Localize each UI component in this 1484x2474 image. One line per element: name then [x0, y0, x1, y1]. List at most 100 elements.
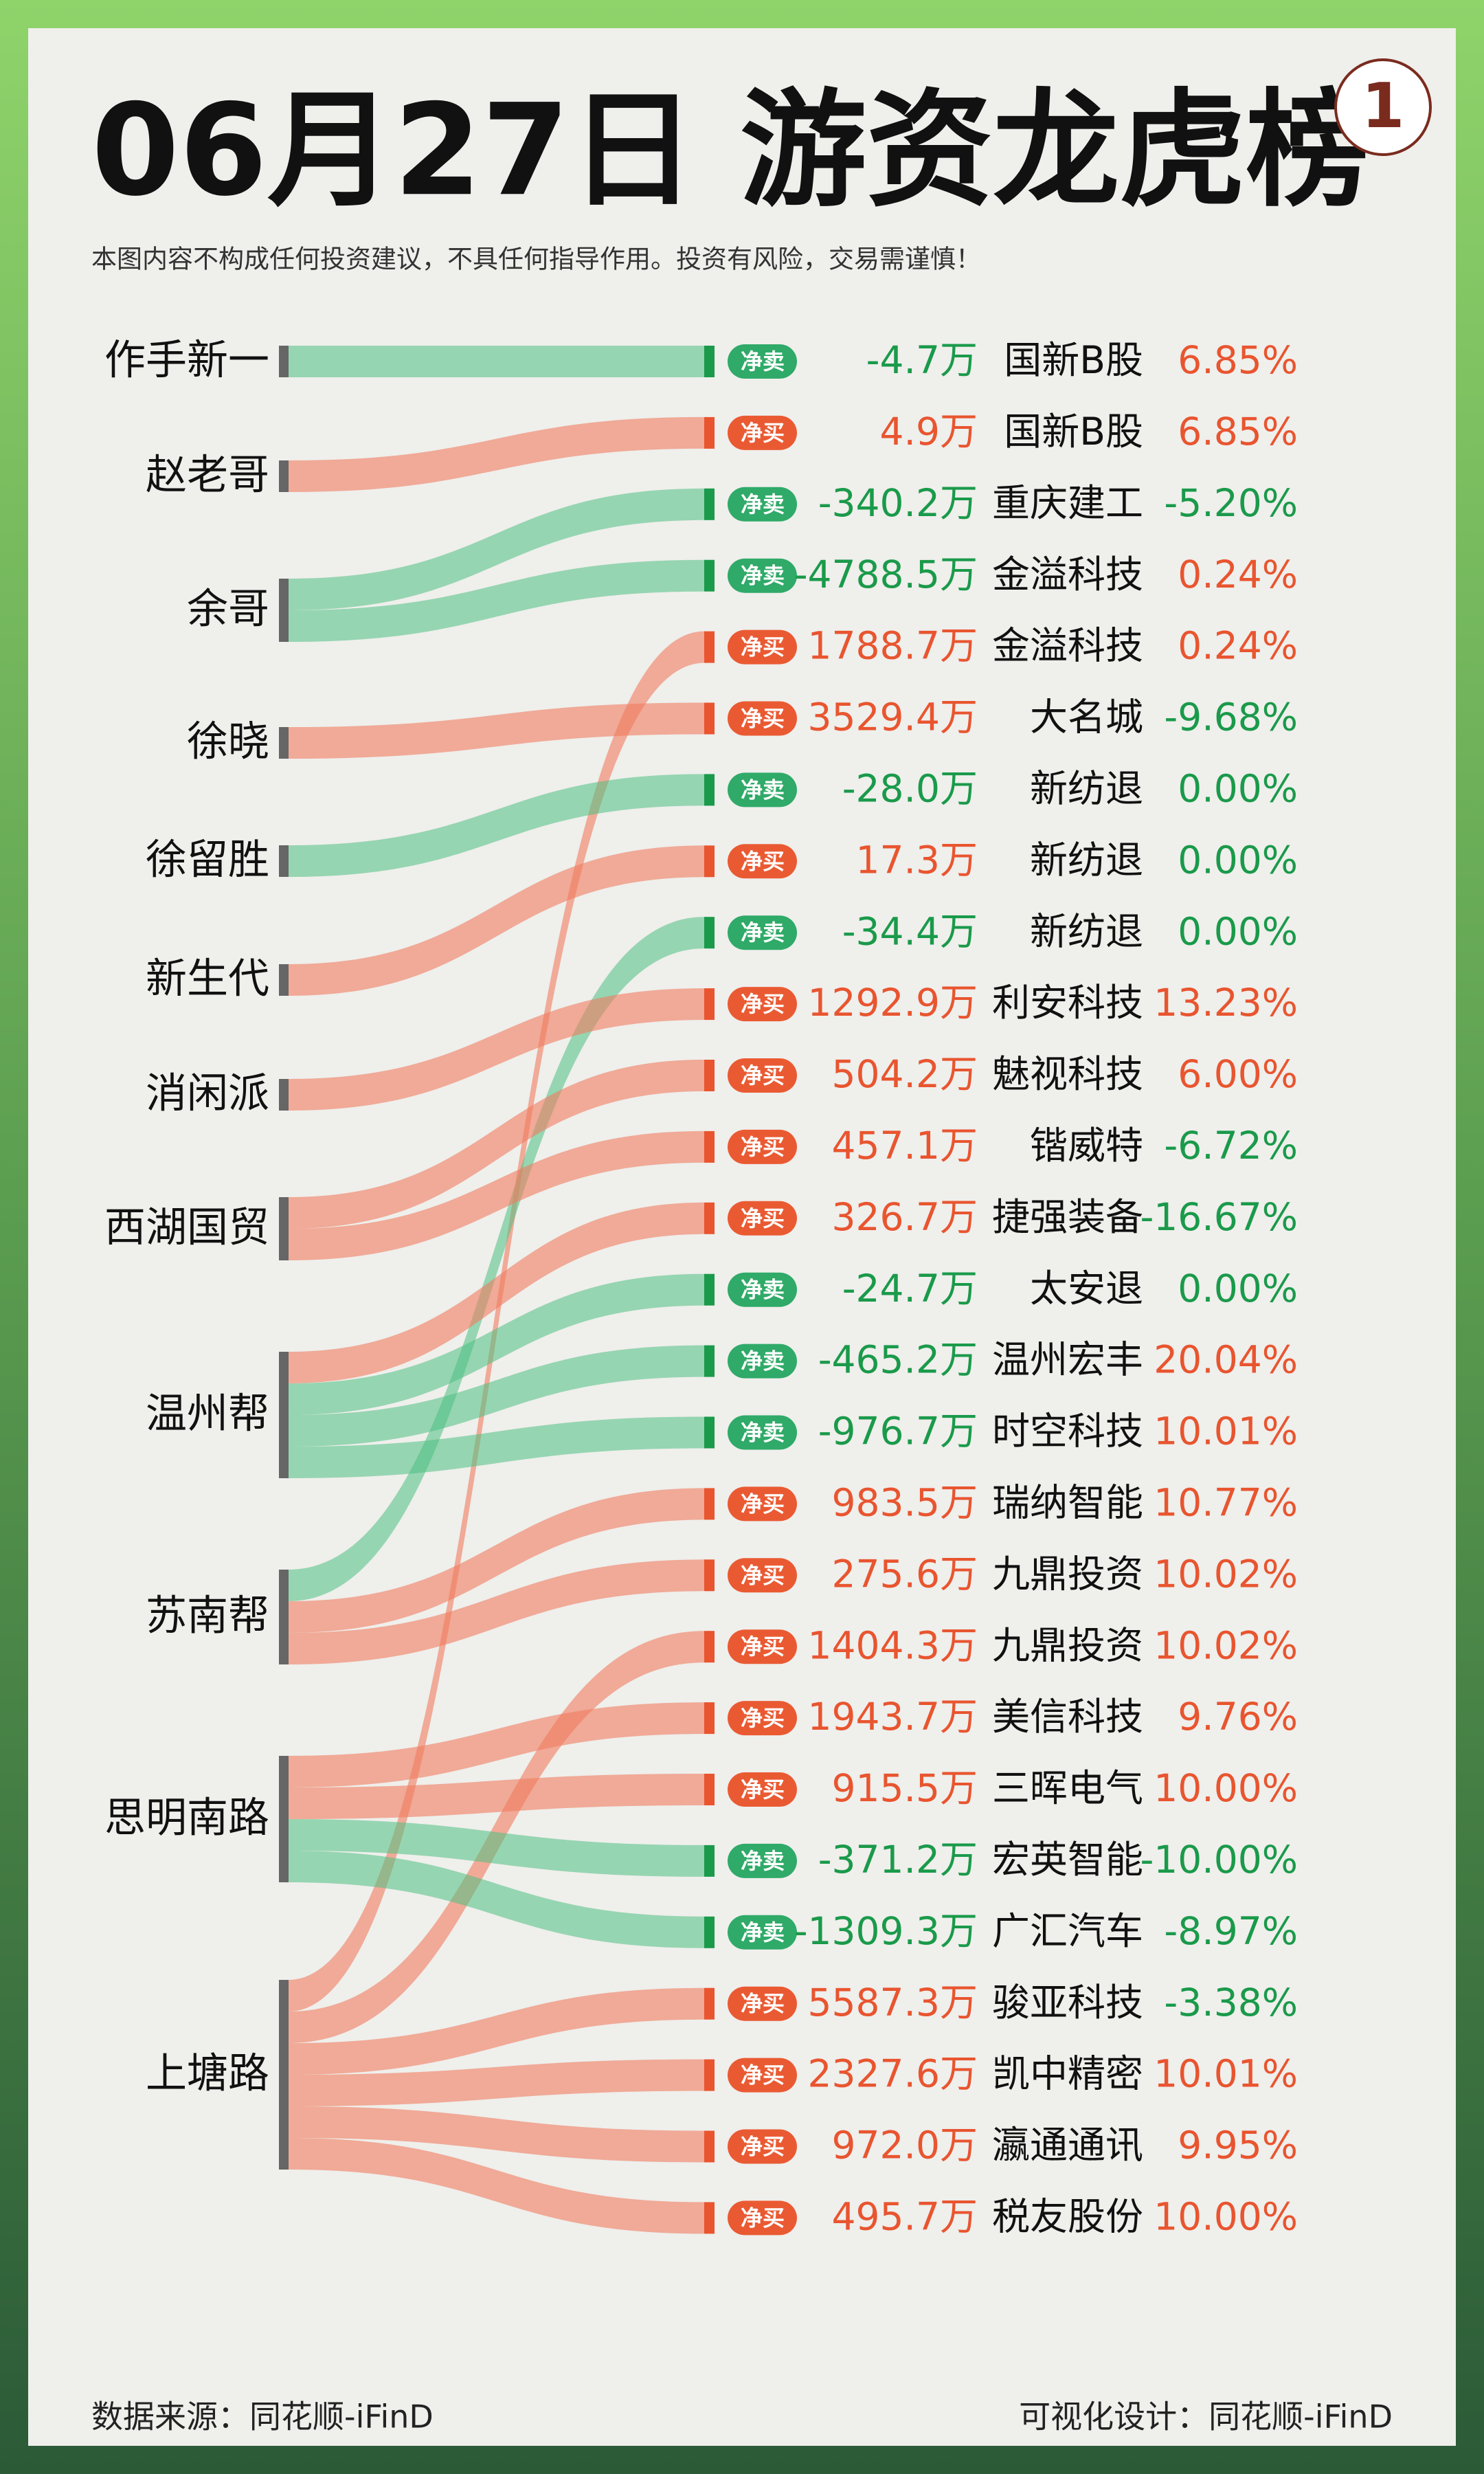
node-label: 思明南路 — [104, 1794, 269, 1842]
tag-pill — [728, 1058, 797, 1093]
node-label: 徐留胜 — [146, 836, 269, 884]
change: 6.85% — [1178, 410, 1298, 454]
badge — [1334, 58, 1432, 156]
amount: 275.6万 — [832, 1552, 978, 1596]
change: 10.02% — [1154, 1623, 1298, 1667]
flow — [289, 845, 704, 996]
stock: 新纺退 — [1030, 838, 1143, 882]
change: 10.00% — [1154, 2195, 1298, 2239]
node-bar — [279, 1079, 289, 1111]
amount: 17.3万 — [856, 838, 978, 882]
tag-pill — [728, 1415, 797, 1450]
tag-text: 净买 — [741, 2134, 785, 2160]
row-end-bar — [704, 346, 715, 377]
node-label: 赵老哥 — [146, 452, 269, 500]
node-label: 消闲派 — [146, 1070, 269, 1118]
tag-pill — [728, 2129, 797, 2164]
tag-text: 净买 — [741, 1634, 785, 1660]
amount: -34.4万 — [842, 909, 978, 953]
tag-pill — [728, 415, 797, 450]
flow — [289, 917, 704, 1601]
change: -10.00% — [1140, 1838, 1298, 1882]
node-label: 苏南帮 — [146, 1592, 269, 1640]
badge-number: 1 — [1362, 70, 1405, 142]
stock: 瀛通通讯 — [992, 2124, 1143, 2167]
change: 0.24% — [1178, 553, 1298, 597]
stock: 锴威特 — [1030, 1124, 1143, 1168]
node-bar — [279, 1352, 289, 1478]
node-bar — [279, 727, 289, 759]
stock: 宏英智能 — [992, 1838, 1143, 1882]
change: 10.01% — [1154, 1409, 1298, 1453]
change: 20.04% — [1154, 1338, 1298, 1382]
amount: 457.1万 — [832, 1124, 978, 1168]
node-label: 徐晓 — [187, 718, 269, 766]
amount: -4.7万 — [866, 338, 978, 382]
tag-pill — [728, 344, 797, 379]
change: -6.72% — [1164, 1124, 1298, 1168]
tag-text: 净卖 — [741, 491, 785, 517]
amount: 972.0万 — [832, 2124, 978, 2167]
flow — [289, 988, 704, 1111]
tag-text: 净卖 — [741, 777, 785, 803]
node-label: 温州帮 — [146, 1390, 269, 1438]
stock: 税友股份 — [992, 2195, 1143, 2239]
row-end-bar — [704, 1631, 715, 1663]
stock: 魅视科技 — [992, 1052, 1143, 1096]
tag-pill — [728, 1701, 797, 1736]
stock: 重庆建工 — [992, 481, 1143, 525]
change: 0.00% — [1178, 838, 1298, 882]
change: 10.00% — [1154, 1766, 1298, 1810]
node-label: 西湖国贸 — [104, 1204, 269, 1252]
change: 0.00% — [1178, 909, 1298, 953]
amount: -1309.3万 — [794, 1909, 978, 1953]
change: 0.00% — [1178, 767, 1298, 811]
row-end-bar — [704, 1774, 715, 1805]
tag-text: 净买 — [741, 2062, 785, 2088]
stock: 凯中精密 — [992, 2052, 1143, 2096]
tag-text: 净卖 — [741, 1420, 785, 1446]
tag-text: 净买 — [741, 1991, 785, 2017]
node-bar — [279, 1980, 289, 2170]
stock: 新纺退 — [1030, 909, 1143, 953]
flow — [289, 1202, 704, 1383]
row-end-bar — [704, 1916, 715, 1948]
tag-text: 净卖 — [741, 348, 785, 375]
change: -9.68% — [1164, 695, 1298, 739]
flow — [289, 416, 704, 492]
flow — [289, 1774, 704, 1819]
flow — [289, 2106, 704, 2163]
tag-pill — [728, 1129, 797, 1164]
stock: 新纺退 — [1030, 767, 1143, 811]
node-bar — [279, 1756, 289, 1882]
tag-text: 净卖 — [741, 1277, 785, 1303]
change: 9.76% — [1178, 1695, 1298, 1739]
tag-pill — [728, 2200, 797, 2236]
amount: 2327.6万 — [808, 2052, 978, 2096]
tag-text: 净买 — [741, 420, 785, 446]
flow — [289, 488, 704, 610]
amount: 504.2万 — [832, 1052, 978, 1096]
change: -8.97% — [1164, 1909, 1298, 1953]
flow — [289, 1130, 704, 1260]
tag-text: 净买 — [741, 2205, 785, 2231]
stock: 九鼎投资 — [992, 1623, 1143, 1667]
amount: -371.2万 — [818, 1838, 978, 1882]
flow — [289, 1987, 704, 2075]
stock: 三晖电气 — [992, 1766, 1143, 1810]
row-end-bar — [704, 1273, 715, 1306]
tag-pill — [728, 1629, 797, 1664]
change: 9.95% — [1178, 2124, 1298, 2167]
tag-pill — [728, 487, 797, 522]
node-bar — [279, 460, 289, 492]
row-end-bar — [704, 917, 715, 949]
amount: -28.0万 — [842, 767, 978, 811]
row-end-bar — [704, 988, 715, 1021]
flow — [289, 702, 704, 759]
stock: 国新B股 — [1004, 338, 1143, 382]
row-end-bar — [704, 845, 715, 878]
tag-pill — [728, 1986, 797, 2021]
flow — [289, 1559, 704, 1664]
